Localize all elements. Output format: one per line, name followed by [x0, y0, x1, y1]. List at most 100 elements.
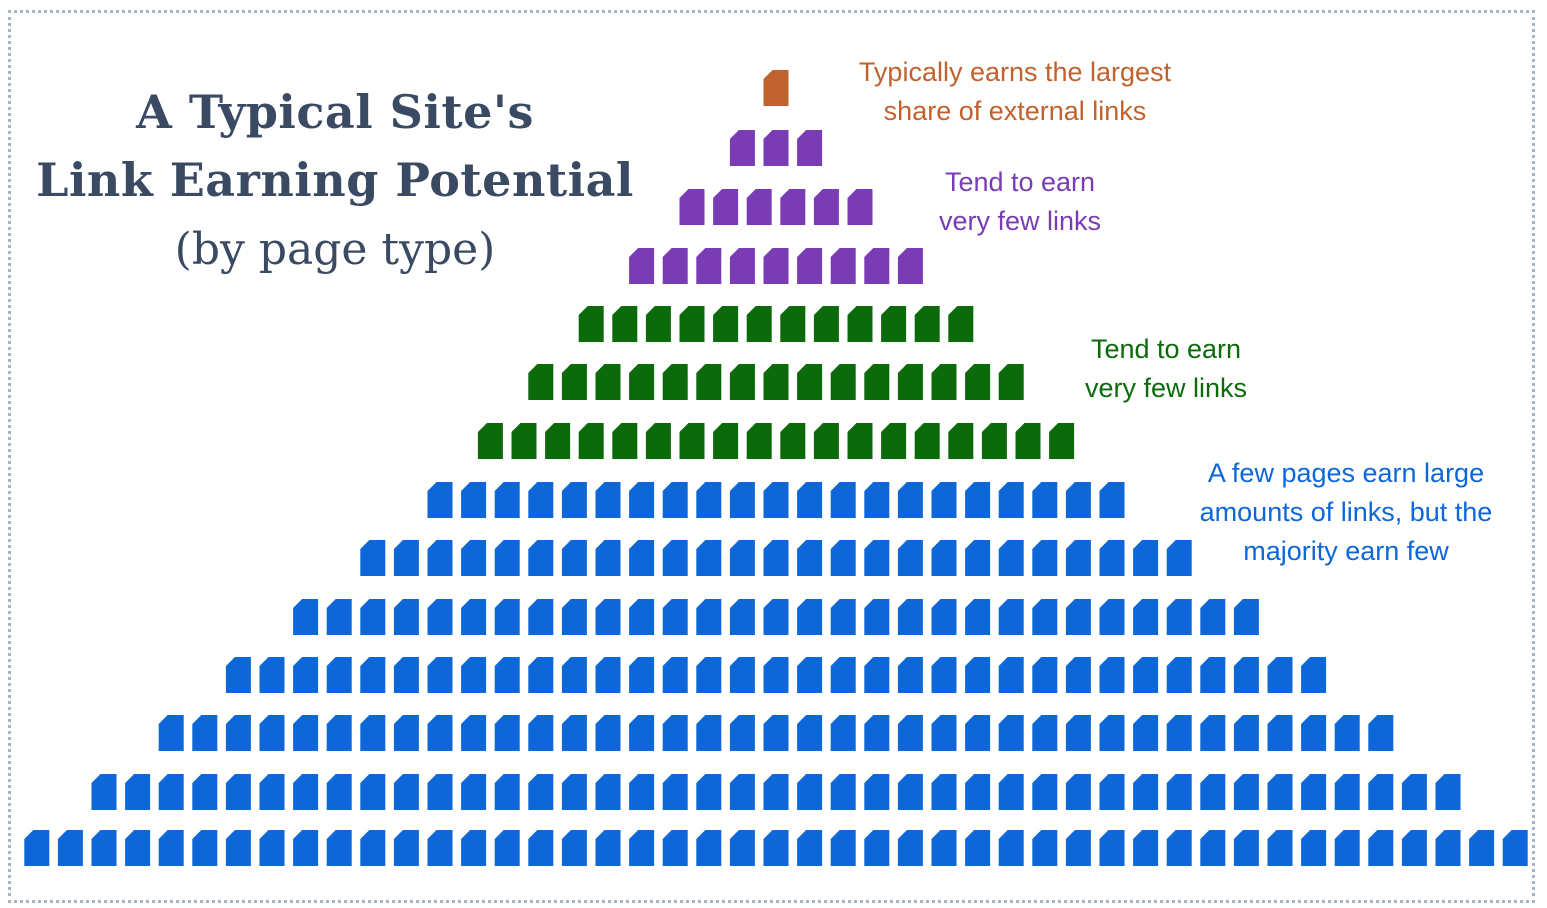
document-page-icon	[1133, 599, 1159, 635]
document-page-icon	[931, 599, 957, 635]
document-page-icon	[1099, 715, 1125, 751]
document-page-icon	[24, 830, 50, 866]
pyramid-row-blue	[225, 657, 1327, 693]
document-page-icon	[1233, 599, 1259, 635]
document-page-icon	[981, 423, 1007, 459]
document-page-icon	[847, 306, 873, 342]
document-page-icon	[561, 715, 587, 751]
pyramid-row-green	[477, 423, 1075, 459]
document-page-icon	[1065, 540, 1091, 576]
document-page-icon	[696, 830, 722, 866]
pyramid-row-blue	[293, 599, 1259, 635]
document-page-icon	[797, 482, 823, 518]
document-page-icon	[864, 248, 890, 284]
document-page-icon	[1032, 599, 1058, 635]
document-page-icon	[259, 830, 285, 866]
document-page-icon	[763, 657, 789, 693]
title-line-2: Link Earning Potential	[36, 153, 634, 207]
document-page-icon	[998, 599, 1024, 635]
document-page-icon	[225, 715, 251, 751]
document-page-icon	[1267, 774, 1293, 810]
document-page-icon	[897, 830, 923, 866]
document-page-icon	[1469, 830, 1495, 866]
document-page-icon	[998, 540, 1024, 576]
document-page-icon	[1233, 774, 1259, 810]
document-page-icon	[1267, 715, 1293, 751]
document-page-icon	[797, 774, 823, 810]
document-page-icon	[1368, 830, 1394, 866]
document-page-icon	[595, 540, 621, 576]
document-page-icon	[931, 540, 957, 576]
document-page-icon	[1065, 830, 1091, 866]
document-page-icon	[561, 482, 587, 518]
document-page-icon	[494, 830, 520, 866]
document-page-icon	[931, 715, 957, 751]
document-page-icon	[192, 715, 218, 751]
document-page-icon	[427, 482, 453, 518]
document-page-icon	[931, 774, 957, 810]
document-page-icon	[1032, 482, 1058, 518]
document-page-icon	[931, 482, 957, 518]
document-page-icon	[461, 540, 487, 576]
document-page-icon	[780, 423, 806, 459]
pyramid-row-purple	[729, 130, 823, 166]
document-page-icon	[528, 482, 554, 518]
pyramid-row-blue	[360, 540, 1192, 576]
document-page-icon	[965, 830, 991, 866]
document-page-icon	[729, 482, 755, 518]
document-page-icon	[494, 599, 520, 635]
document-page-icon	[259, 774, 285, 810]
document-page-icon	[797, 599, 823, 635]
document-page-icon	[931, 364, 957, 400]
document-page-icon	[729, 364, 755, 400]
document-page-icon	[864, 774, 890, 810]
document-page-icon	[1301, 657, 1327, 693]
document-page-icon	[662, 482, 688, 518]
note-top-line-1: Typically earns the largest	[858, 57, 1172, 87]
document-page-icon	[797, 248, 823, 284]
document-page-icon	[1401, 830, 1427, 866]
document-page-icon	[360, 657, 386, 693]
document-page-icon	[696, 364, 722, 400]
document-page-icon	[830, 657, 856, 693]
document-page-icon	[830, 540, 856, 576]
document-page-icon	[662, 774, 688, 810]
document-page-icon	[763, 830, 789, 866]
document-page-icon	[494, 482, 520, 518]
document-page-icon	[763, 364, 789, 400]
document-page-icon	[965, 364, 991, 400]
document-page-icon	[998, 364, 1024, 400]
document-page-icon	[1267, 830, 1293, 866]
document-page-icon	[1099, 599, 1125, 635]
document-page-icon	[629, 599, 655, 635]
document-page-icon	[813, 423, 839, 459]
document-page-icon	[763, 774, 789, 810]
document-page-icon	[763, 248, 789, 284]
document-page-icon	[461, 599, 487, 635]
note-green-line-1: Tend to earn	[1090, 334, 1242, 364]
document-page-icon	[528, 774, 554, 810]
document-page-icon	[595, 715, 621, 751]
document-page-icon	[662, 830, 688, 866]
pyramid-row-blue	[91, 774, 1461, 810]
document-page-icon	[1065, 715, 1091, 751]
document-page-icon	[914, 423, 940, 459]
document-page-icon	[713, 189, 739, 225]
document-page-icon	[830, 830, 856, 866]
document-page-icon	[1435, 830, 1461, 866]
document-page-icon	[494, 715, 520, 751]
document-page-icon	[225, 774, 251, 810]
document-page-icon	[1032, 657, 1058, 693]
document-page-icon	[91, 774, 117, 810]
document-page-icon	[797, 657, 823, 693]
pyramid-row-purple	[679, 189, 873, 225]
document-page-icon	[1099, 540, 1125, 576]
document-page-icon	[1032, 774, 1058, 810]
note-purple-tier: Tend to earn very few links	[900, 163, 1140, 241]
document-page-icon	[259, 715, 285, 751]
document-page-icon	[1200, 599, 1226, 635]
document-page-icon	[645, 306, 671, 342]
document-page-icon	[729, 715, 755, 751]
document-page-icon	[797, 715, 823, 751]
document-page-icon	[360, 540, 386, 576]
